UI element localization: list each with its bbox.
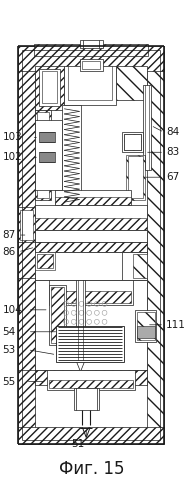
- Text: 86: 86: [3, 247, 16, 257]
- Bar: [35, 205, 147, 230]
- Bar: [80, 58, 103, 70]
- Bar: [126, 156, 145, 200]
- Bar: [35, 370, 147, 384]
- Bar: [143, 86, 151, 170]
- Bar: [35, 110, 51, 200]
- Bar: [37, 254, 53, 268]
- Bar: [124, 134, 141, 150]
- Bar: [18, 278, 35, 370]
- Text: Фиг. 15: Фиг. 15: [59, 460, 125, 478]
- Bar: [122, 252, 147, 280]
- Text: 87: 87: [3, 230, 16, 240]
- Text: 83: 83: [166, 148, 179, 158]
- Bar: [18, 426, 164, 444]
- Bar: [128, 156, 143, 198]
- Text: 51: 51: [71, 440, 84, 450]
- Bar: [18, 50, 35, 444]
- Bar: [147, 50, 164, 444]
- Bar: [51, 291, 131, 303]
- Bar: [137, 326, 154, 338]
- Bar: [76, 280, 85, 359]
- Bar: [49, 285, 66, 344]
- Bar: [68, 66, 112, 100]
- Bar: [137, 312, 154, 340]
- Bar: [35, 120, 62, 190]
- Bar: [35, 230, 147, 242]
- Text: 55: 55: [3, 376, 16, 386]
- Text: 54: 54: [3, 327, 16, 337]
- Bar: [80, 40, 103, 48]
- Bar: [18, 207, 35, 242]
- Bar: [124, 134, 141, 150]
- Bar: [51, 287, 64, 343]
- Bar: [135, 310, 156, 342]
- Bar: [39, 152, 55, 162]
- Bar: [35, 280, 147, 370]
- Text: 53: 53: [3, 344, 16, 354]
- Bar: [35, 242, 147, 252]
- Bar: [133, 254, 147, 278]
- Bar: [35, 252, 147, 280]
- Bar: [37, 112, 49, 198]
- Bar: [56, 326, 124, 362]
- Bar: [34, 44, 148, 56]
- Bar: [42, 72, 57, 104]
- Bar: [49, 380, 133, 388]
- Text: 103: 103: [3, 132, 22, 142]
- Polygon shape: [76, 360, 85, 372]
- Bar: [49, 280, 133, 305]
- Bar: [62, 106, 82, 205]
- Bar: [55, 197, 131, 205]
- Bar: [35, 252, 55, 270]
- Text: 111: 111: [166, 320, 186, 330]
- Bar: [122, 132, 143, 152]
- Bar: [18, 46, 164, 70]
- Bar: [35, 66, 64, 110]
- Text: 104: 104: [3, 305, 22, 315]
- Text: 67: 67: [166, 172, 179, 182]
- Bar: [55, 190, 131, 205]
- Bar: [35, 218, 147, 230]
- Bar: [39, 132, 55, 142]
- Text: 84: 84: [166, 128, 179, 138]
- Bar: [47, 370, 135, 390]
- Bar: [20, 210, 33, 240]
- Bar: [64, 66, 116, 106]
- Bar: [39, 68, 60, 106]
- Text: 102: 102: [3, 152, 22, 162]
- Bar: [74, 388, 99, 409]
- Bar: [116, 66, 147, 100]
- Bar: [82, 60, 100, 68]
